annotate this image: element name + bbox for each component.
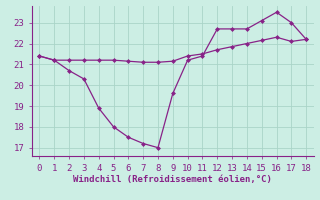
X-axis label: Windchill (Refroidissement éolien,°C): Windchill (Refroidissement éolien,°C) xyxy=(73,175,272,184)
